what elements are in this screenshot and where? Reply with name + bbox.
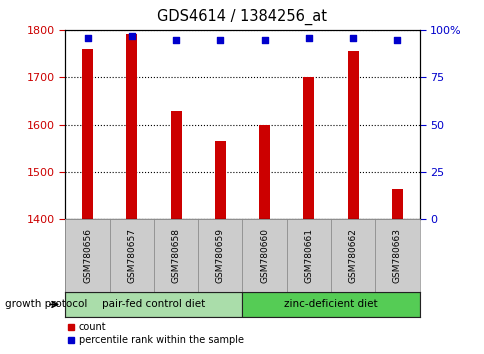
Bar — [258, 125, 270, 219]
Point — [393, 37, 400, 42]
Text: GSM780658: GSM780658 — [171, 228, 180, 283]
Text: zinc-deficient diet: zinc-deficient diet — [284, 299, 377, 309]
Bar — [65, 219, 109, 292]
Point — [260, 37, 268, 42]
Bar — [82, 49, 93, 219]
Text: growth protocol: growth protocol — [5, 299, 87, 309]
Text: GSM780660: GSM780660 — [259, 228, 269, 283]
Bar — [286, 219, 330, 292]
Bar — [109, 219, 153, 292]
Text: GSM780656: GSM780656 — [83, 228, 92, 283]
Bar — [242, 219, 286, 292]
Bar — [347, 51, 358, 219]
Bar — [375, 219, 419, 292]
Text: pair-fed control diet: pair-fed control diet — [102, 299, 205, 309]
Point — [128, 33, 136, 39]
Text: GSM780659: GSM780659 — [215, 228, 225, 283]
Legend: count, percentile rank within the sample: count, percentile rank within the sample — [63, 319, 247, 349]
Point — [348, 35, 356, 40]
Bar — [65, 292, 242, 317]
Text: GSM780657: GSM780657 — [127, 228, 136, 283]
Point — [84, 35, 91, 40]
Point — [216, 37, 224, 42]
Bar — [126, 34, 137, 219]
Bar — [242, 292, 419, 317]
Text: GSM780663: GSM780663 — [392, 228, 401, 283]
Bar — [153, 219, 198, 292]
Text: GSM780662: GSM780662 — [348, 228, 357, 283]
Point — [172, 37, 180, 42]
Bar — [330, 219, 375, 292]
Bar — [391, 189, 402, 219]
Bar — [214, 141, 226, 219]
Text: GSM780661: GSM780661 — [304, 228, 313, 283]
Text: GDS4614 / 1384256_at: GDS4614 / 1384256_at — [157, 9, 327, 25]
Point — [304, 35, 312, 40]
Bar — [302, 78, 314, 219]
Bar — [198, 219, 242, 292]
Bar — [170, 110, 182, 219]
